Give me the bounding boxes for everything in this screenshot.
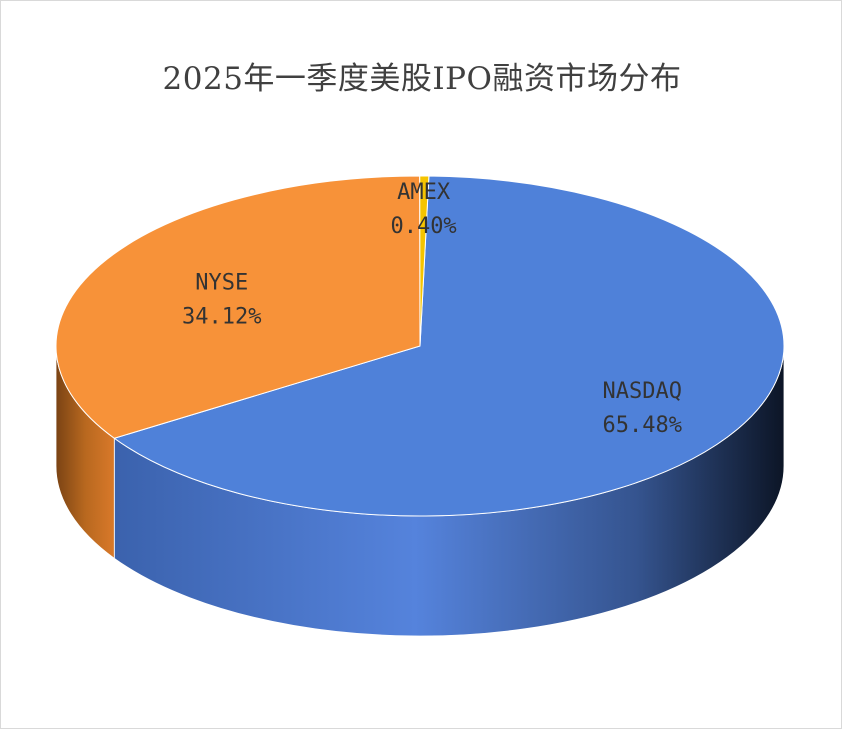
pie-sides xyxy=(55,345,785,637)
slice-label-amex: AMEX xyxy=(397,180,451,205)
pie-slice-nyse xyxy=(55,175,421,439)
slice-percent-nyse: 34.12% xyxy=(182,305,261,330)
pie-slice-amex xyxy=(419,175,430,347)
chart-title: 2025年一季度美股IPO融资市场分布 xyxy=(162,61,682,97)
slice-percent-amex: 0.40% xyxy=(390,214,456,239)
pie-slice-nasdaq xyxy=(113,175,785,517)
slice-label-nyse: NYSE xyxy=(195,271,248,296)
slice-label-nasdaq: NASDAQ xyxy=(603,379,682,404)
pie-slices xyxy=(55,175,785,517)
slice-labels: NASDAQ 65.48% NYSE 34.12% AMEX 0.40% xyxy=(182,180,682,438)
slice-percent-nasdaq: 65.48% xyxy=(603,413,682,438)
